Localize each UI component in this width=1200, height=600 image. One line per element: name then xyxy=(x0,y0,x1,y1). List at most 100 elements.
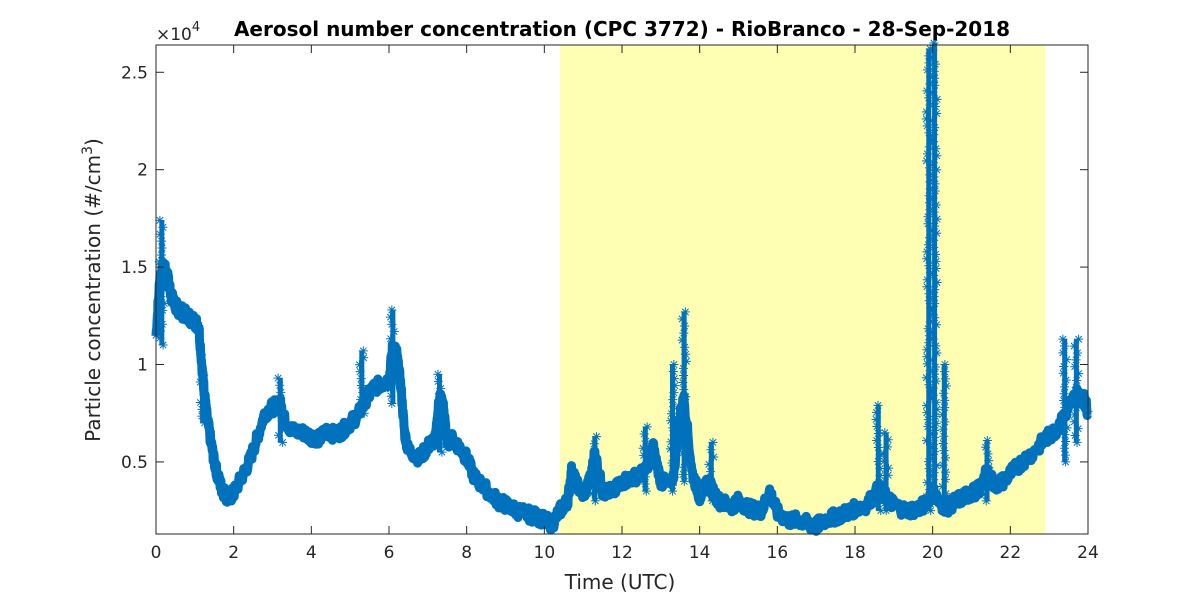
spike-point xyxy=(195,397,205,407)
spike-point xyxy=(924,128,934,138)
spike-point xyxy=(436,383,446,393)
spike-point xyxy=(928,390,938,400)
data-point xyxy=(415,453,425,463)
spike-point xyxy=(679,385,689,395)
data-point xyxy=(431,434,441,444)
spike-point xyxy=(356,394,366,404)
spike-point xyxy=(589,439,599,449)
spike-point xyxy=(590,467,600,477)
spike-point xyxy=(932,278,942,288)
data-point xyxy=(687,467,697,477)
spike-point xyxy=(872,435,882,445)
spike-point xyxy=(871,407,881,417)
spike-point xyxy=(925,499,935,509)
data-point xyxy=(205,434,215,444)
data-point xyxy=(967,488,976,498)
spike-point xyxy=(883,435,893,445)
spike-point xyxy=(926,394,936,404)
data-point xyxy=(268,402,277,412)
spike-point xyxy=(883,442,893,452)
data-point xyxy=(174,305,184,315)
spike-point xyxy=(385,312,395,322)
chart-title: Aerosol number concentration (CPC 3772) … xyxy=(234,17,1010,41)
spike-point xyxy=(925,471,935,481)
spike-point xyxy=(678,406,688,416)
spike-point xyxy=(670,381,680,391)
spike-point xyxy=(200,418,210,428)
spike-point xyxy=(1071,355,1081,365)
spike-point xyxy=(922,478,932,488)
spike-point xyxy=(932,165,942,175)
spike-point xyxy=(924,51,934,61)
spike-point xyxy=(922,282,932,292)
spike-point xyxy=(929,475,939,485)
data-point xyxy=(629,473,639,483)
spike-point xyxy=(158,305,168,315)
spike-point xyxy=(873,457,883,467)
spike-point xyxy=(386,363,396,373)
spike-point xyxy=(928,355,938,365)
data-point xyxy=(469,473,479,483)
data-point xyxy=(194,321,204,331)
spike-point xyxy=(665,444,675,454)
data-point xyxy=(1005,469,1015,479)
spike-point xyxy=(678,469,688,479)
spike-point xyxy=(358,346,368,356)
spike-point xyxy=(879,449,889,459)
data-point xyxy=(1079,395,1089,405)
shaded-region xyxy=(559,45,1046,534)
data-point xyxy=(512,506,522,516)
spike-point xyxy=(925,205,935,215)
spike-point xyxy=(709,452,719,462)
spike-point xyxy=(926,506,936,516)
spike-point xyxy=(704,459,714,469)
spike-point xyxy=(155,333,165,343)
spike-point xyxy=(638,443,648,453)
spike-point xyxy=(928,482,938,492)
spike-point xyxy=(681,392,691,402)
spike-point xyxy=(927,116,937,126)
spike-point xyxy=(926,310,936,320)
x-tick-label: 2 xyxy=(228,543,239,563)
spike-point xyxy=(984,456,994,466)
spike-point xyxy=(928,334,938,344)
spike-point xyxy=(875,464,885,474)
spike-point xyxy=(389,348,399,358)
data-point xyxy=(396,379,406,389)
spike-point xyxy=(589,446,599,456)
spike-point xyxy=(1069,341,1079,351)
spike-point xyxy=(436,405,446,415)
x-tick-label: 18 xyxy=(844,543,866,563)
data-point xyxy=(376,379,386,389)
spike-point xyxy=(679,399,689,409)
spike-point xyxy=(276,387,286,397)
y-tick-label: 1 xyxy=(137,356,148,376)
spike-point xyxy=(922,492,932,502)
data-point xyxy=(943,502,953,512)
x-tick-label: 12 xyxy=(611,543,633,563)
y-tick-label: 2.5 xyxy=(121,63,148,83)
spike-point xyxy=(924,331,934,341)
data-point xyxy=(442,437,452,447)
spike-point xyxy=(389,327,399,337)
spike-point xyxy=(930,496,940,506)
spike-point xyxy=(1059,361,1069,371)
spike-point xyxy=(668,486,678,496)
data-point xyxy=(384,375,394,385)
spike-point xyxy=(931,249,941,259)
data-point xyxy=(322,426,332,436)
spike-point xyxy=(930,369,940,379)
data-point xyxy=(201,408,211,418)
spike-point xyxy=(925,184,935,194)
data-point xyxy=(609,486,619,496)
data-point xyxy=(170,301,180,311)
data-point xyxy=(337,426,347,436)
spike-point xyxy=(924,198,934,208)
spike-point xyxy=(871,414,881,424)
spike-point xyxy=(926,387,936,397)
y-tick-label: 1.5 xyxy=(121,258,148,278)
data-point xyxy=(951,496,961,506)
spike-point xyxy=(591,474,601,484)
spike-point xyxy=(199,370,209,380)
spike-point xyxy=(925,233,935,243)
